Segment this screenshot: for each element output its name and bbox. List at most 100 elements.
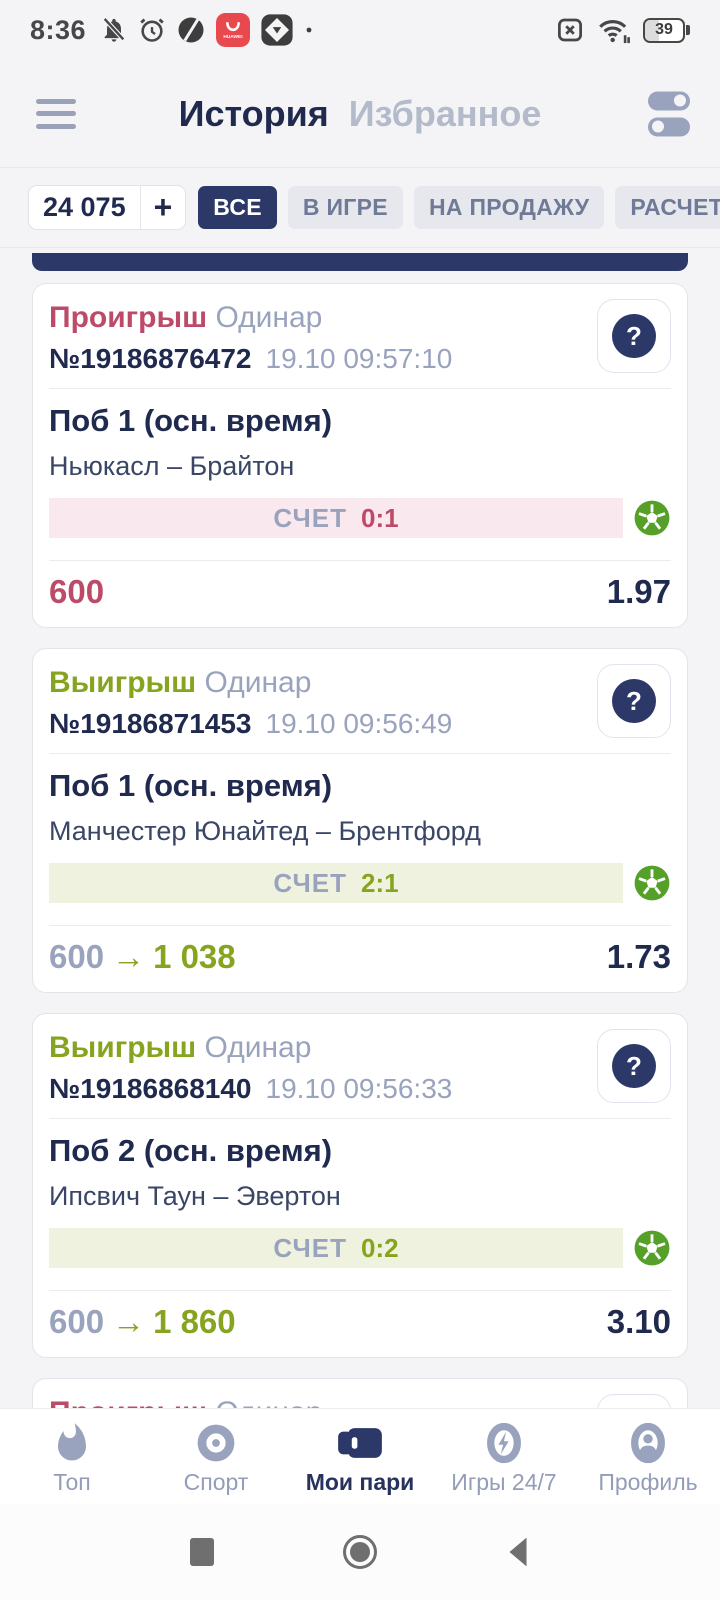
- nav-label: Спорт: [183, 1468, 249, 1495]
- clock: 8:36: [30, 14, 87, 45]
- nav-label: Мои пари: [305, 1468, 415, 1495]
- app-header: История Избранное: [0, 60, 720, 168]
- nav-sport[interactable]: Спорт: [144, 1409, 288, 1504]
- battery-level: 39: [655, 21, 673, 38]
- question-icon: ?: [612, 679, 656, 723]
- home-icon: [343, 1535, 377, 1569]
- status-bar: 8:36 HUAWEI 39: [0, 0, 720, 60]
- bet-datetime: 19.10 09:56:33: [265, 1073, 453, 1104]
- data-saver-icon: [178, 17, 204, 43]
- tab-favorites[interactable]: Избранное: [348, 92, 542, 134]
- bet-slip-icon: [338, 1427, 382, 1458]
- menu-icon[interactable]: [36, 98, 76, 129]
- help-button[interactable]: ?: [597, 1029, 671, 1103]
- bet-status: Выигрыш: [49, 666, 197, 699]
- android-nav-bar: [0, 1504, 720, 1600]
- bet-type: Одинар: [204, 1031, 312, 1064]
- flame-icon: [58, 1422, 86, 1460]
- help-button[interactable]: ?: [597, 664, 671, 738]
- home-button[interactable]: [336, 1528, 384, 1576]
- bet-id: №19186868140: [49, 1073, 252, 1104]
- bet-card[interactable]: Выигрыш Одинар №19186868140 19.10 09:56:3…: [32, 1013, 688, 1358]
- arrow-right-icon: →: [112, 1303, 146, 1340]
- arrow-right-icon: →: [112, 938, 146, 975]
- bet-market: Поб 2 (осн. время): [49, 1133, 333, 1168]
- nav-label: Профиль: [598, 1468, 698, 1495]
- bet-payout: 600: [49, 571, 104, 613]
- filter-bar: 24 075 + ВСЕ В ИГРЕ НА ПРОДАЖУ РАСЧЕТ ИЗ…: [0, 168, 720, 248]
- download-manager-icon: [261, 14, 293, 46]
- back-icon: [509, 1537, 527, 1567]
- bet-card[interactable]: Проигрыш Одинар №19186876472 19.10 09:57:…: [32, 283, 688, 628]
- divider: [49, 1118, 671, 1119]
- match-teams: Ньюкасл – Брайтон: [49, 451, 295, 481]
- help-button[interactable]: ?: [597, 299, 671, 373]
- bet-market: Поб 1 (осн. время): [49, 403, 333, 438]
- score-bar: СЧЕТ 2:1: [49, 863, 623, 903]
- filter-chips: ВСЕ В ИГРЕ НА ПРОДАЖУ РАСЧЕТ ИЗБРАННОЕ: [198, 186, 720, 229]
- bet-payout: 600 → 1 038: [49, 936, 236, 978]
- bet-card-partial[interactable]: Проигрыш Одинар ?: [32, 1378, 688, 1408]
- bet-datetime: 19.10 09:57:10: [265, 343, 453, 374]
- bet-type: Одинар: [215, 1396, 322, 1408]
- bet-odds: 3.10: [606, 1303, 671, 1340]
- recents-icon: [190, 1538, 214, 1566]
- bet-type: Одинар: [204, 666, 312, 699]
- nav-label: Топ: [53, 1468, 91, 1495]
- score-label: СЧЕТ: [273, 1232, 348, 1263]
- nav-games-247[interactable]: Игры 24/7: [432, 1409, 576, 1504]
- filter-chip-all[interactable]: ВСЕ: [198, 186, 277, 229]
- back-button[interactable]: [494, 1528, 542, 1576]
- nav-profile[interactable]: Профиль: [576, 1409, 720, 1504]
- bet-history-list[interactable]: Проигрыш Одинар №19186876472 19.10 09:57:…: [0, 248, 720, 1408]
- filter-chip-settled[interactable]: РАСЧЕТ: [615, 186, 720, 229]
- profile-icon: [631, 1422, 665, 1463]
- bottom-nav: Топ Спорт Мои пари Игры 24/7 Профиль: [0, 1408, 720, 1504]
- bet-payout: 600 → 1 860: [49, 1301, 236, 1343]
- no-sim-icon: [558, 18, 582, 42]
- tab-history[interactable]: История: [178, 92, 329, 134]
- bet-market: Поб 1 (осн. время): [49, 768, 333, 803]
- score-bar: СЧЕТ 0:2: [49, 1228, 623, 1268]
- question-icon: ?: [612, 314, 656, 358]
- filter-chip-for-sale[interactable]: НА ПРОДАЖУ: [413, 186, 605, 229]
- huawei-appgallery-icon: HUAWEI: [216, 13, 251, 47]
- bet-status: Проигрыш: [49, 1396, 207, 1408]
- score-bar: СЧЕТ 0:1: [49, 498, 623, 538]
- alarm-icon: [140, 18, 164, 42]
- divider: [49, 753, 671, 754]
- score-label: СЧЕТ: [273, 502, 348, 533]
- bet-odds: 1.73: [606, 938, 671, 975]
- lightning-icon: [487, 1422, 521, 1463]
- help-button[interactable]: ?: [597, 1394, 671, 1408]
- recents-button[interactable]: [178, 1528, 226, 1576]
- score-value: 0:1: [361, 502, 399, 533]
- bet-card[interactable]: Выигрыш Одинар №19186871453 19.10 09:56:4…: [32, 648, 688, 993]
- filter-settings-icon[interactable]: [648, 91, 690, 136]
- bet-id: №19186876472: [49, 343, 252, 374]
- divider: [49, 1290, 671, 1291]
- nav-label: Игры 24/7: [451, 1468, 557, 1495]
- soccer-ball-icon: [634, 1230, 670, 1266]
- stake-amount: 600: [49, 1303, 105, 1340]
- sport-ball-icon: [197, 1424, 235, 1461]
- svg-text:HUAWEI: HUAWEI: [223, 34, 243, 40]
- deposit-button[interactable]: +: [140, 186, 186, 229]
- score-value: 2:1: [361, 867, 399, 898]
- nav-my-bets[interactable]: Мои пари: [288, 1409, 432, 1504]
- battery-icon: 39: [643, 17, 690, 43]
- divider: [49, 388, 671, 389]
- bet-status: Проигрыш: [49, 301, 208, 334]
- nav-top[interactable]: Топ: [0, 1409, 144, 1504]
- balance-widget: 24 075 +: [28, 185, 187, 230]
- soccer-ball-icon: [634, 500, 670, 536]
- wifi-icon: [599, 20, 630, 44]
- filter-chip-live[interactable]: В ИГРЕ: [287, 186, 403, 229]
- balance-amount: 24 075: [29, 186, 141, 229]
- bet-datetime: 19.10 09:56:49: [265, 708, 453, 739]
- bet-odds: 1.97: [606, 573, 671, 610]
- match-teams: Манчестер Юнайтед – Брентфорд: [49, 816, 481, 846]
- notification-dot-icon: [306, 27, 312, 33]
- previous-card-button-partial[interactable]: [32, 253, 688, 271]
